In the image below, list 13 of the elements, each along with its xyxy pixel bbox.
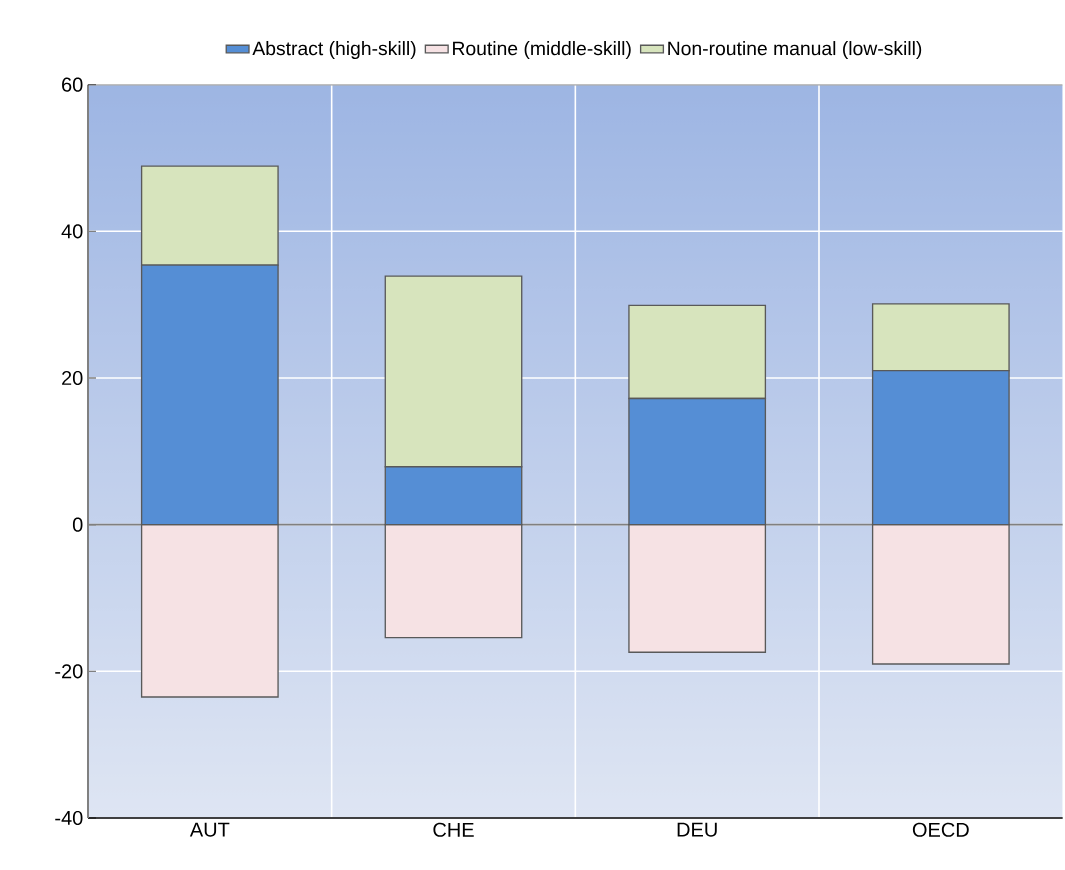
y-tick-label: 60 [62, 77, 83, 92]
x-tick-label: OECD [912, 822, 969, 837]
x-tick-label: DEU [677, 822, 717, 837]
legend-label: Abstract (high-skill) [252, 41, 416, 60]
y-tick-label: -20 [55, 664, 83, 679]
x-tick-label: AUT [189, 822, 230, 837]
legend-label: Routine (middle-skill) [453, 41, 631, 60]
legend-label: Non-routine manual (low-skill) [668, 41, 922, 60]
x-tick-label: CHE [433, 822, 474, 837]
y-tick-label: 20 [62, 370, 83, 386]
y-tick-label: -40 [55, 810, 83, 826]
y-tick-label: 40 [61, 224, 83, 239]
y-tick-label: 0 [72, 517, 83, 532]
